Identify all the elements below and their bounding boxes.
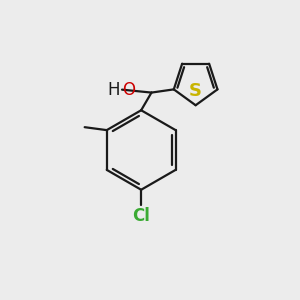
Text: H: H xyxy=(107,81,120,99)
Text: S: S xyxy=(189,82,202,100)
Text: O: O xyxy=(123,81,136,99)
Text: Cl: Cl xyxy=(132,206,150,224)
